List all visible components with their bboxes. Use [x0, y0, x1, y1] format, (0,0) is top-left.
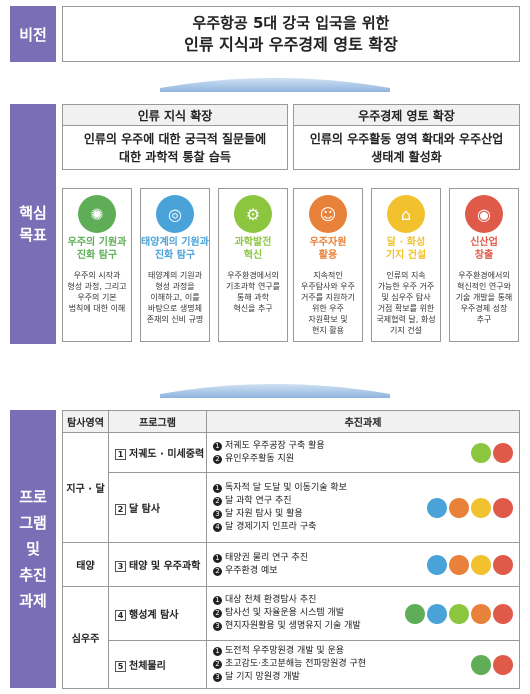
gear-icon: ⚙ — [234, 195, 272, 233]
goal-icons — [427, 554, 513, 575]
vision-line2: 인류 지식과 우주경제 영토 확장 — [184, 35, 398, 54]
solar-system-icon — [427, 497, 447, 518]
goal-description: 태양계의 기원과 형성 과정을 이해하고, 이를 바탕으로 생명체 존재의 신비 규명 — [146, 271, 204, 324]
planet-icon — [493, 497, 513, 518]
solar-system-icon — [427, 603, 447, 624]
base-icon — [471, 554, 491, 575]
programs-label: 프로 그램 및 추진 과제 — [10, 410, 56, 688]
goal-title: 달 · 화성 기지 건설 — [385, 237, 427, 261]
goal-description: 지속적인 우주탐사와 우주 거주를 지원하기 위한 우주 자원확보 및 현지 활용 — [300, 271, 356, 335]
base-icon — [471, 497, 491, 518]
planet-icon — [493, 603, 513, 624]
goal-right-sub: 인류의 우주활동 영역 확대와 우주산업 생태계 활성화 — [293, 126, 520, 170]
goal-title: 우주자원 활용 — [309, 237, 347, 261]
task-cell: 1 도전적 우주망원경 개발 및 운용 2 초고감도·초고분해능 전파망원경 구현 … — [206, 640, 520, 689]
gear-icon — [471, 442, 491, 463]
planet-icon — [493, 654, 513, 675]
task-cell: 1 저궤도 우주공장 구축 활용 2 유인우주활동 지원 — [206, 432, 520, 473]
planet-icon — [493, 554, 513, 575]
vision-line1: 우주항공 5대 강국 입국을 위한 — [192, 14, 390, 32]
program-name: 3 태양 및 우주과학 — [108, 542, 207, 587]
down-arrow-icon — [160, 384, 390, 398]
area-sun: 태양 — [62, 542, 109, 587]
vision-label: 비전 — [10, 6, 56, 62]
program-name: 1 저궤도 · 미세중력 — [108, 432, 207, 473]
astronaut-icon — [449, 497, 469, 518]
astronaut-icon — [471, 603, 491, 624]
goal-left-sub: 인류의 우주에 대한 궁극적 질문들에 대한 과학적 통찰 습득 — [62, 126, 288, 170]
goal-description: 인류의 지속 가능한 우주 거주 및 심우주 탐사 거점 확보를 위한 국제협력 달, … — [376, 271, 436, 335]
goal-title: 우주의 기원과 진화 탐구 — [67, 237, 127, 261]
program-name: 4 행성계 탐사 — [108, 586, 207, 641]
table-row: 5 천체물리 1 도전적 우주망원경 개발 및 운용 2 초고감도·초고분해능 전파망… — [63, 640, 520, 689]
task-cell: 1 대상 천체 환경탐사 추진 2 탐사선 및 자율운용 시스템 개발 3 현지자원활… — [206, 586, 520, 641]
goal-title: 태양계의 기원과 진화 탐구 — [141, 237, 209, 261]
table-row: 지구 · 달 1 저궤도 · 미세중력 1 저궤도 우주공장 구축 활용 2 유인우주… — [62, 432, 520, 543]
goal-icons — [471, 442, 513, 463]
solar-system-icon: ◎ — [156, 195, 194, 233]
down-arrow-icon — [160, 78, 390, 92]
program-table: 탐사영역 프로그램 추진과제 지구 · 달 1 저궤도 · 미세중력 1 저궤도 우… — [62, 410, 520, 689]
task-cell: 1 태양권 물리 연구 추진 2 우주환경 예보 — [206, 542, 520, 587]
goal-description: 우주의 시작과 형성 과정, 그리고 우주의 기본 법칙에 대한 이해 — [67, 271, 127, 313]
program-name: 5 천체물리 — [108, 640, 207, 689]
goal-icons — [427, 497, 513, 518]
area-deep-space: 심우주 — [62, 586, 109, 689]
goal-description: 우주환경에서의 혁신적인 연구와 기술 개발을 통해 우주경제 성장 추구 — [455, 271, 513, 324]
goal-left-head: 인류 지식 확장 — [62, 104, 288, 126]
area-earth-moon: 지구 · 달 — [62, 432, 109, 543]
goal-title: 신산업 창출 — [470, 237, 498, 261]
planet-icon — [493, 442, 513, 463]
solar-system-icon — [427, 554, 447, 575]
astronaut-icon — [449, 554, 469, 575]
header-area: 탐사영역 — [62, 410, 109, 433]
astronaut-icon: ☺ — [309, 195, 347, 233]
gear-icon — [449, 603, 469, 624]
vision-box: 우주항공 5대 강국 입국을 위한 인류 지식과 우주경제 영토 확장 — [62, 6, 520, 62]
goal-right-head: 우주경제 영토 확장 — [293, 104, 520, 126]
goal-icons — [471, 654, 513, 675]
galaxy-icon — [471, 654, 491, 675]
header-tasks: 추진과제 — [206, 410, 520, 433]
goal-icons — [405, 603, 513, 624]
goals-label: 핵심 목표 — [10, 104, 56, 344]
table-row: 심우주 4 행성계 탐사 1 대상 천체 환경탐사 추진 2 탐사선 및 자율운용 시… — [62, 586, 520, 689]
galaxy-icon — [405, 603, 425, 624]
goal-description: 우주환경에서의 기초과학 연구를 통해 과학 혁신을 추구 — [225, 271, 281, 313]
goal-title: 과학발전 혁신 — [234, 237, 272, 261]
planet-icon: ◉ — [465, 195, 503, 233]
galaxy-icon: ✺ — [78, 195, 116, 233]
header-program: 프로그램 — [108, 410, 207, 433]
base-icon: ⌂ — [387, 195, 425, 233]
table-row: 태양 3 태양 및 우주과학 1 태양권 물리 연구 추진 2 우주환경 예보 — [62, 542, 520, 587]
